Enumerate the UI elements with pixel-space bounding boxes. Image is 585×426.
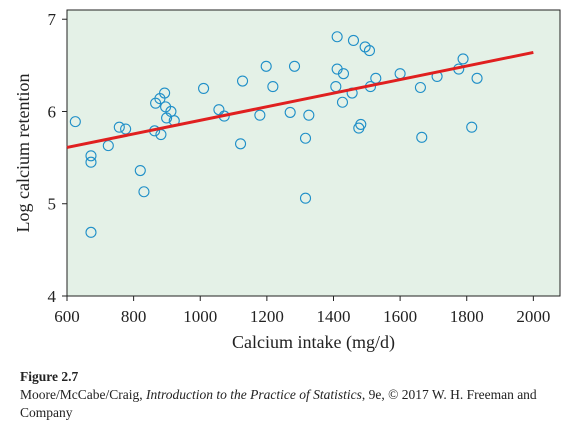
data-point: [85, 226, 97, 238]
data-point: [355, 118, 367, 130]
x-tick-label: 1000: [183, 307, 217, 326]
data-point: [336, 96, 349, 108]
data-point: [85, 150, 97, 162]
x-tick-label: 600: [54, 307, 80, 326]
x-tick-label: 1200: [250, 307, 284, 326]
x-tick-label: 1800: [450, 307, 484, 326]
data-point: [299, 192, 312, 204]
data-point: [471, 72, 483, 84]
data-point: [138, 186, 150, 198]
data-point: [331, 31, 343, 43]
data-point: [303, 109, 315, 121]
x-axis-label: Calcium intake (mg/d): [232, 332, 395, 353]
source-rest: , 9e, © 2017 W. H. Freeman and Company: [20, 387, 537, 420]
y-tick-label: 4: [48, 287, 57, 306]
data-point: [284, 106, 296, 118]
data-point: [363, 45, 376, 57]
data-point: [113, 121, 125, 133]
data-point: [466, 121, 478, 133]
y-axis-label: Log calcium retention: [13, 74, 33, 233]
regression-line: [66, 50, 534, 149]
data-point: [234, 138, 247, 150]
data-point: [159, 87, 171, 99]
data-point: [134, 164, 146, 177]
figure-source: Moore/McCabe/Craig, Introduction to the …: [20, 387, 537, 420]
data-point: [267, 81, 279, 93]
data-point: [85, 156, 97, 168]
data-point: [69, 116, 81, 128]
x-axis: 600 800 1000 1200 1400 1600 1800 2000: [54, 296, 550, 326]
y-tick-label: 6: [48, 102, 57, 121]
scatter-chart: 4 5 6 7 600 800 1000 1200 1400 1600 1800 2000 Calc…: [13, 9, 561, 353]
data-point: [288, 60, 301, 72]
y-tick-label: 7: [48, 10, 57, 29]
figure-caption: Figure 2.7 Moore/McCabe/Craig, Introduct…: [20, 368, 570, 422]
y-axis: 4 5 6 7: [48, 10, 67, 306]
x-tick-label: 2000: [516, 307, 550, 326]
data-point: [347, 34, 360, 46]
x-tick-label: 1600: [383, 307, 417, 326]
data-point: [457, 53, 469, 65]
data-point: [260, 60, 272, 72]
figure-label: Figure 2.7: [20, 369, 79, 384]
plot-area: [66, 9, 561, 297]
x-tick-label: 1400: [316, 307, 350, 326]
data-point: [414, 81, 426, 94]
data-point: [337, 68, 350, 80]
data-point: [198, 82, 210, 94]
y-tick-label: 5: [48, 195, 57, 214]
source-authors: Moore/McCabe/Craig,: [20, 387, 146, 402]
data-point: [236, 75, 249, 87]
data-point: [254, 109, 266, 121]
x-tick-label: 800: [121, 307, 147, 326]
data-point: [299, 132, 312, 144]
source-title: Introduction to the Practice of Statisti…: [145, 387, 362, 402]
data-point: [416, 131, 428, 143]
data-point: [102, 140, 114, 152]
